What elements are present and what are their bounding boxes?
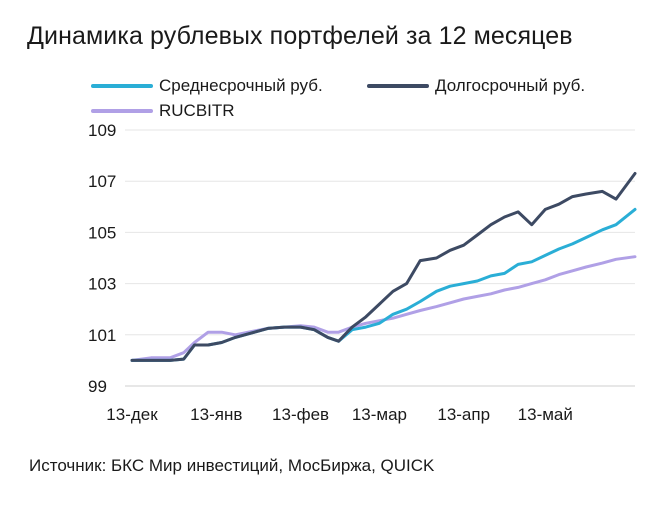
y-tick-label: 105 <box>88 223 116 242</box>
x-tick-label: 13-фев <box>272 405 329 424</box>
legend-label-series-1: Среднесрочный руб. <box>159 76 323 95</box>
x-tick-label: 13-май <box>518 405 573 424</box>
legend-swatch-series-2 <box>367 84 429 88</box>
y-axis-ticks: 99 101 103 105 107 109 <box>88 121 116 396</box>
legend-swatch-series-1 <box>91 84 153 88</box>
x-tick-label: 13-апр <box>437 405 490 424</box>
y-tick-label: 107 <box>88 172 116 191</box>
x-tick-label: 13-мар <box>352 405 407 424</box>
series-line-2 <box>130 172 637 362</box>
legend-swatch-series-3 <box>91 109 153 113</box>
legend-label-series-3: RUCBITR <box>159 101 235 120</box>
y-tick-label: 101 <box>88 326 116 345</box>
legend-label-series-2: Долгосрочный руб. <box>435 76 586 95</box>
legend-item-series-3: RUCBITR <box>91 101 235 121</box>
x-axis-ticks: 13-дек 13-янв 13-фев 13-мар 13-апр 13-май <box>106 405 573 424</box>
legend-item-series-1: Среднесрочный руб. <box>91 76 323 96</box>
y-tick-label: 103 <box>88 275 116 294</box>
grid-lines <box>125 129 635 387</box>
x-tick-label: 13-дек <box>106 405 158 424</box>
legend-item-series-2: Долгосрочный руб. <box>367 76 585 96</box>
chart-title: Динамика рублевых портфелей за 12 месяце… <box>27 22 573 50</box>
x-tick-label: 13-янв <box>190 405 242 424</box>
y-tick-label: 99 <box>88 377 107 396</box>
y-tick-label: 109 <box>88 121 116 140</box>
source-note: Источник: БКС Мир инвестиций, МосБиржа, … <box>29 456 435 475</box>
series-lines <box>130 172 637 362</box>
